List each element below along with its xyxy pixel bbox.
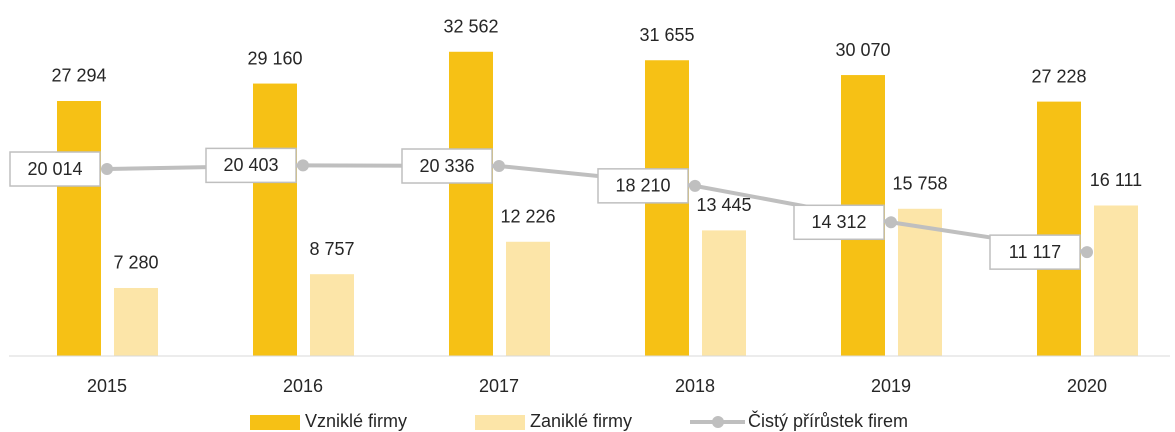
label-box	[205, 147, 297, 184]
line-marker	[493, 160, 505, 173]
x-tick-label: 2018	[675, 376, 715, 396]
bar	[1037, 101, 1081, 356]
bar	[449, 51, 493, 356]
value-label: 16 111	[1090, 170, 1142, 190]
line-marker	[885, 216, 897, 229]
bar	[310, 274, 354, 356]
legend-label: Zaniklé firmy	[530, 411, 632, 431]
bar	[253, 83, 297, 356]
value-label: 27 294	[51, 66, 106, 86]
value-label: 32 562	[443, 17, 498, 37]
label-box	[597, 168, 689, 204]
x-tick-label: 2015	[87, 376, 127, 396]
x-tick-label: 2016	[283, 376, 323, 396]
value-label: 20 014	[27, 159, 82, 179]
line-marker	[297, 159, 309, 172]
value-label: 18 210	[615, 176, 670, 196]
value-label: 30 070	[835, 40, 890, 60]
bar	[57, 100, 101, 356]
x-tick-label: 2019	[871, 376, 911, 396]
value-label: 29 160	[247, 48, 302, 68]
label-box	[9, 151, 101, 187]
x-tick-label: 2017	[479, 376, 519, 396]
label-box	[793, 204, 885, 241]
line-marker	[101, 163, 113, 176]
bar	[1094, 205, 1138, 356]
legend-swatch	[250, 415, 300, 430]
value-label: 15 758	[892, 174, 947, 194]
value-label: 27 228	[1031, 66, 1086, 86]
value-label: 20 336	[419, 156, 474, 176]
line-marker	[1081, 246, 1093, 259]
value-label: 13 445	[696, 195, 751, 215]
legend-label: Čistý přírůstek firem	[748, 410, 908, 431]
bar	[506, 241, 550, 356]
value-label: 11 117	[1009, 242, 1061, 262]
bar	[114, 287, 158, 356]
value-label: 7 280	[113, 253, 158, 273]
line-marker	[689, 179, 701, 192]
value-label: 12 226	[500, 207, 555, 227]
value-label: 8 757	[309, 239, 354, 259]
value-label: 14 312	[811, 212, 866, 232]
legend-swatch	[712, 416, 724, 428]
label-box	[401, 148, 493, 184]
bar	[645, 60, 689, 356]
bar	[898, 208, 942, 356]
value-label: 20 403	[223, 155, 278, 175]
label-box	[989, 234, 1081, 270]
x-tick-label: 2020	[1067, 376, 1107, 396]
value-label: 31 655	[639, 25, 694, 45]
legend-label: Vzniklé firmy	[305, 411, 407, 431]
legend-swatch	[475, 415, 525, 430]
bar	[702, 230, 746, 356]
